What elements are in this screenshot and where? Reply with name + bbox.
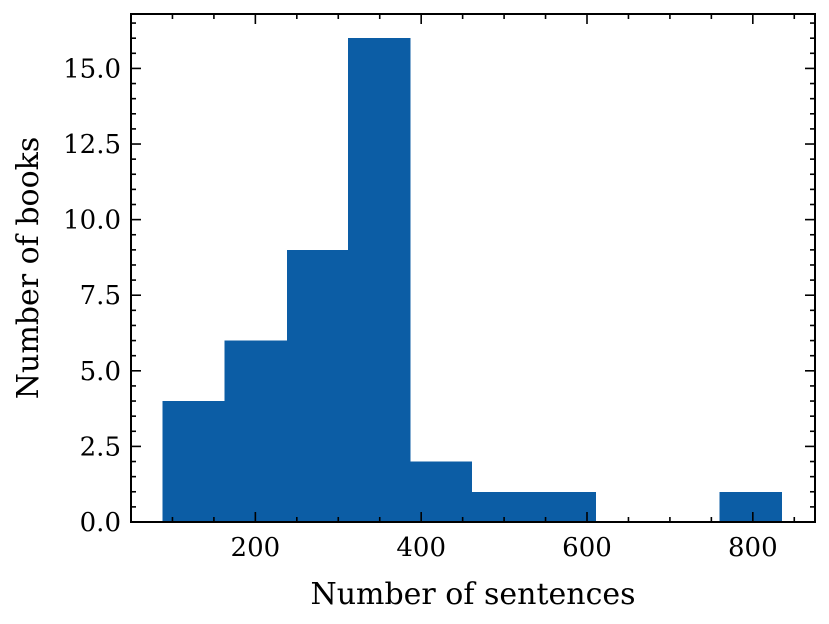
x-tick-label: 400 (396, 533, 446, 563)
histogram-bar-1 (162, 401, 225, 522)
histogram-bar-7 (533, 491, 597, 522)
x-tick-label: 600 (562, 533, 612, 563)
bars-group (162, 38, 782, 522)
y-tick-label: 15.0 (63, 54, 121, 84)
histogram-bar-2 (224, 340, 287, 522)
histogram-bar-5 (410, 461, 472, 522)
tick-labels-group: 200 400 600 800 0.0 2.5 5.0 7.5 10.0 12.5 15.0 (63, 54, 778, 563)
x-tick-label: 800 (728, 533, 778, 563)
x-tick-label: 200 (231, 533, 281, 563)
y-tick-label: 10.0 (63, 206, 121, 236)
histogram-bar-6 (471, 491, 534, 522)
x-axis-label: Number of sentences (310, 577, 635, 612)
histogram-bar-10 (719, 491, 782, 522)
y-tick-label: 12.5 (63, 130, 121, 160)
y-tick-label: 0.0 (80, 508, 121, 538)
histogram-bar-3 (286, 249, 349, 522)
y-tick-label: 2.5 (80, 432, 121, 462)
y-tick-label: 7.5 (80, 281, 121, 311)
plot-frame (130, 13, 816, 523)
y-axis-label: Number of books (11, 137, 46, 399)
histogram-bar-4 (348, 38, 411, 522)
y-tick-label: 5.0 (80, 357, 121, 387)
